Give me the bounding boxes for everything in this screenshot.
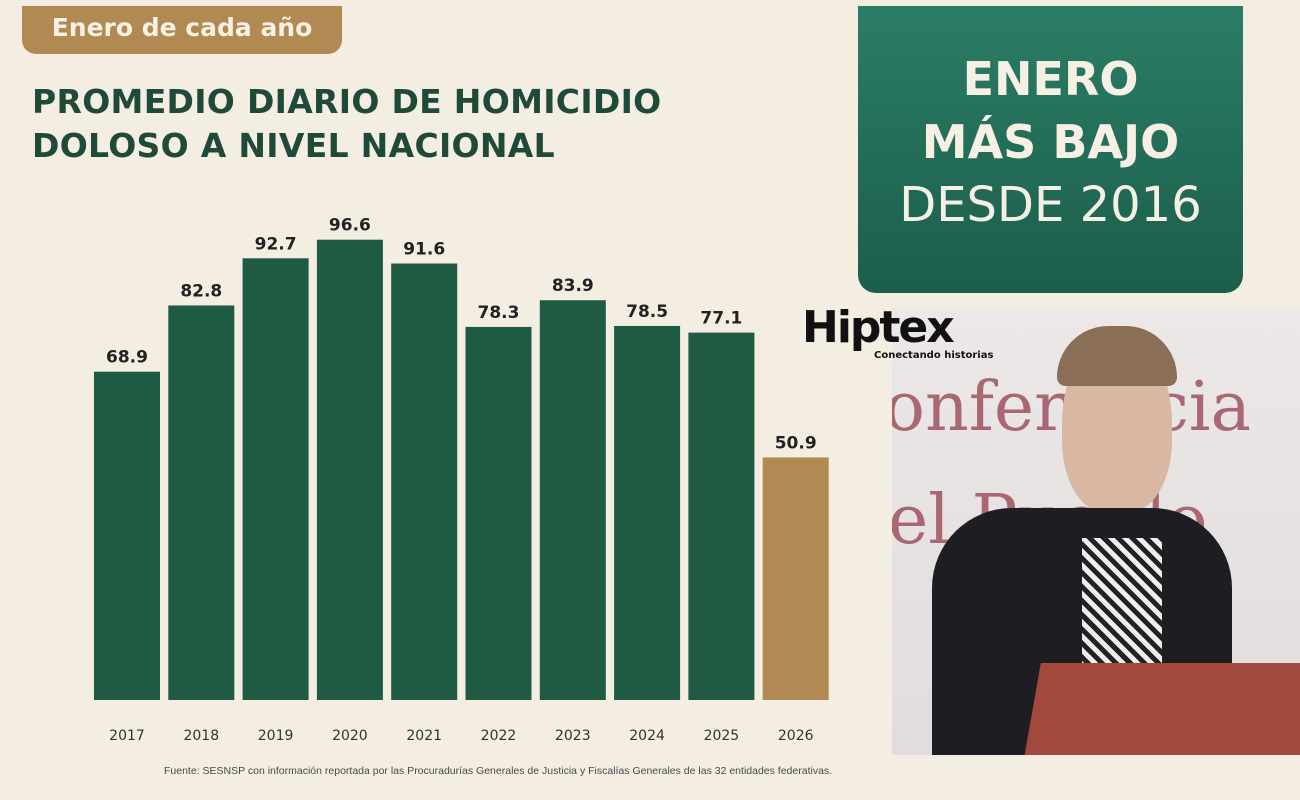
title-line-2: DOLOSO A NIVEL NACIONAL	[32, 126, 555, 165]
speaker-hair	[1057, 326, 1177, 386]
x-tick-label: 2025	[704, 728, 740, 744]
bar-2026	[762, 457, 829, 700]
logo-tagline: Conectando historias	[874, 350, 994, 361]
banner-line-1: ENERO	[962, 52, 1139, 106]
bar-2019	[242, 258, 309, 700]
title-line-1: PROMEDIO DIARIO DE HOMICIDIO	[32, 82, 662, 121]
bar-2023	[539, 300, 606, 700]
data-label: 50.9	[775, 433, 817, 453]
banner-line-2: MÁS BAJO	[921, 115, 1180, 169]
headline-banner: ENERO MÁS BAJO DESDE 2016	[858, 6, 1243, 293]
x-tick-label: 2022	[481, 728, 517, 744]
x-tick-label: 2017	[109, 728, 145, 744]
blouse	[1082, 538, 1162, 668]
x-tick-label: 2020	[332, 728, 368, 744]
bar-chart: 68.9 2017 82.8 2018 92.7 2019 96.6 2020 91.6 2021…	[94, 216, 829, 744]
data-label: 82.8	[180, 281, 222, 301]
x-tick-label: 2026	[778, 728, 814, 744]
data-label: 78.3	[478, 303, 520, 323]
bar-2021	[391, 263, 458, 700]
podium	[1023, 663, 1300, 755]
chart-title: PROMEDIO DIARIO DE HOMICIDIO DOLOSO A NIV…	[32, 80, 662, 168]
source-note: Fuente: SESNSP con información reportada…	[164, 765, 833, 777]
video-feed: onferencia el Pueblo	[892, 308, 1300, 755]
bar-2020	[316, 239, 383, 701]
bar-2024	[614, 325, 681, 700]
bar-2017	[94, 371, 160, 700]
x-tick-label: 2023	[555, 728, 591, 744]
x-tick-label: 2019	[258, 728, 294, 744]
data-label: 96.6	[329, 216, 371, 236]
data-label: 77.1	[700, 309, 742, 329]
x-tick-label: 2024	[629, 728, 665, 744]
banner-line-3: DESDE 2016	[899, 177, 1202, 233]
data-label: 92.7	[255, 234, 297, 254]
bar-2025	[688, 332, 755, 700]
data-label: 68.9	[106, 348, 148, 368]
logo-name: Hiptex	[802, 302, 955, 353]
x-tick-label: 2021	[406, 728, 442, 744]
hiptex-logo: Hiptex Conectando historias	[802, 302, 993, 362]
data-label: 83.9	[552, 276, 594, 296]
bar-2022	[465, 326, 532, 700]
bar-2018	[168, 305, 235, 700]
data-label: 91.6	[403, 240, 445, 260]
period-tag: Enero de cada año	[22, 6, 342, 54]
data-label: 78.5	[626, 302, 668, 322]
x-tick-label: 2018	[183, 728, 219, 744]
